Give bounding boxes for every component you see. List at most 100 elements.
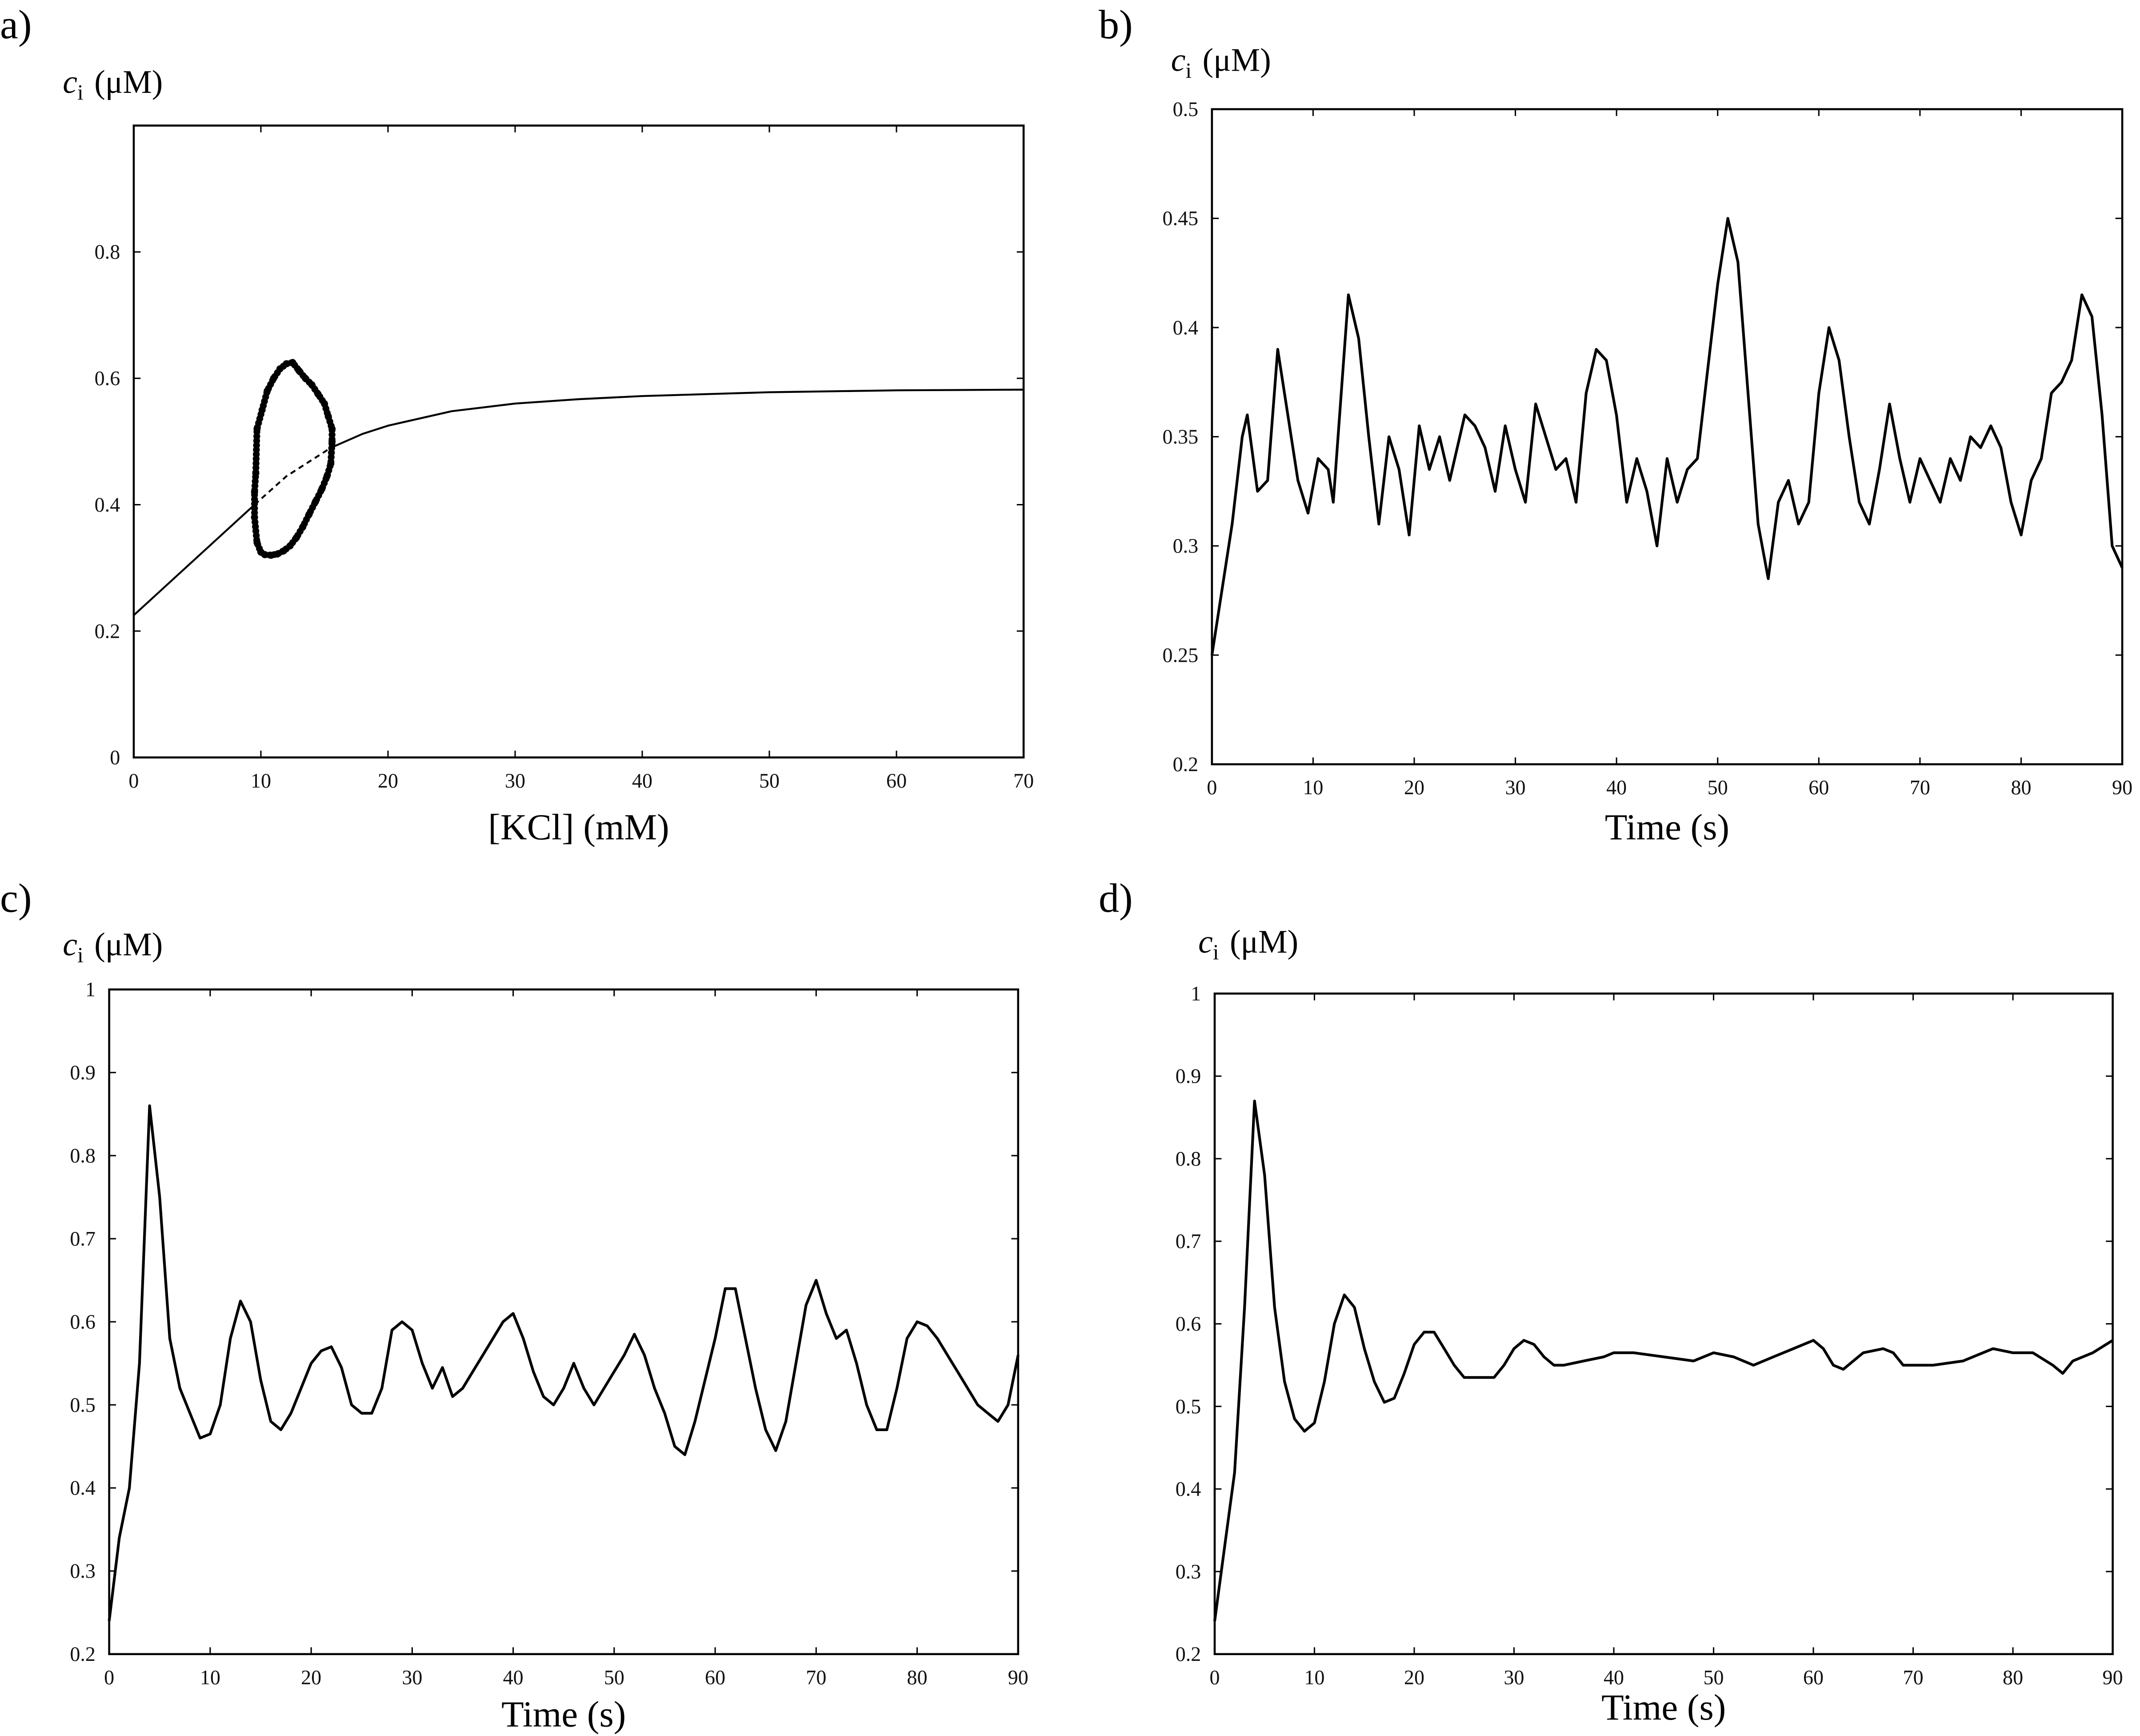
- x-axis-label: Time (s): [1605, 807, 1729, 848]
- y-tick-label: 0.3: [1173, 535, 1199, 557]
- data-series-line: [1210, 217, 2124, 656]
- x-tick-label: 60: [1803, 1666, 1824, 1688]
- limit-cycle-point: [312, 498, 319, 505]
- x-tick-label: 40: [503, 1666, 524, 1688]
- y-label-variable: c: [63, 64, 77, 100]
- x-tick-label: 0: [1209, 1666, 1220, 1688]
- panel-b: b) ci (μM) Time (s) 0 10 20 30 40 50 60 70 80 90 0.2 0.…: [1099, 2, 2132, 848]
- x-tick-label: 60: [886, 769, 907, 792]
- limit-cycle-point: [286, 542, 294, 549]
- y-tick-label: 0.3: [1176, 1560, 1201, 1583]
- x-axis-label: Time (s): [1601, 1687, 1726, 1728]
- x-tick-label: 90: [2103, 1666, 2123, 1688]
- y-tick-label: 0.8: [70, 1144, 96, 1167]
- limit-cycle-point: [328, 438, 336, 445]
- y-tick-label: 0.2: [70, 1643, 96, 1665]
- y-label-subscript: i: [1185, 58, 1192, 83]
- x-tick-label: 20: [1404, 776, 1424, 799]
- limit-cycle-point: [327, 460, 335, 468]
- y-tick-label: 0.2: [1173, 753, 1199, 776]
- x-tick-label: 10: [251, 769, 271, 792]
- limit-cycle-point: [305, 510, 313, 518]
- limit-cycle-point: [252, 469, 260, 477]
- plot-frame: [108, 988, 1020, 1656]
- x-tick-label: 40: [632, 769, 652, 792]
- x-tick-label: 20: [301, 1666, 321, 1688]
- limit-cycle-point: [270, 375, 277, 382]
- x-tick-label: 40: [1604, 1666, 1624, 1688]
- x-tick-label: 20: [1404, 1666, 1424, 1688]
- limit-cycle-point: [276, 365, 284, 372]
- panel-label: a): [0, 2, 32, 47]
- limit-cycle-point: [293, 534, 300, 541]
- limit-cycle-point: [289, 359, 296, 366]
- x-tick-label: 40: [1606, 776, 1627, 799]
- data-series-line: [1213, 1100, 2114, 1621]
- data-series-line: [254, 447, 332, 506]
- y-tick-label: 0.25: [1163, 644, 1199, 666]
- y-tick-label: 0.8: [95, 240, 120, 263]
- y-axis-label: ci (μM): [1198, 923, 1298, 964]
- limit-cycle-point: [264, 387, 271, 395]
- y-tick-label: 0.45: [1163, 207, 1199, 230]
- data-series-line: [330, 388, 1024, 449]
- y-axis-label: ci (μM): [63, 64, 163, 104]
- y-tick-label: 1: [85, 978, 96, 1001]
- y-tick-label: 0.5: [70, 1393, 96, 1416]
- y-tick-label: 0.9: [1176, 1065, 1201, 1088]
- limit-cycle-point: [258, 406, 266, 414]
- x-tick-label: 0: [104, 1666, 114, 1688]
- limit-cycle-point: [324, 412, 332, 420]
- y-tick-label: 0.5: [1173, 98, 1199, 120]
- panel-d: d) ci (μM) Time (s) 0 10 20 30 40 50 60 70 80 90 0.2 0.…: [1099, 875, 2123, 1728]
- y-label-variable: c: [63, 926, 77, 963]
- x-tick-label: 70: [1013, 769, 1034, 792]
- limit-cycle-point: [274, 550, 281, 558]
- y-label-unit: (μM): [94, 64, 163, 100]
- x-tick-label: 70: [1910, 776, 1930, 799]
- y-label-variable: c: [1171, 42, 1186, 78]
- y-tick-label: 0.4: [1176, 1478, 1201, 1500]
- x-tick-label: 10: [200, 1666, 220, 1688]
- y-label-subscript: i: [77, 943, 84, 967]
- x-tick-label: 20: [378, 769, 398, 792]
- y-tick-label: 0.9: [70, 1061, 96, 1084]
- y-tick-label: 0.2: [95, 620, 120, 642]
- y-tick-label: 0.2: [1176, 1643, 1201, 1665]
- limit-cycle-point: [295, 367, 303, 375]
- y-label-variable: c: [1198, 923, 1213, 960]
- x-tick-label: 10: [1304, 1666, 1324, 1688]
- y-label-unit: (μM): [1230, 923, 1298, 960]
- x-tick-label: 0: [128, 769, 139, 792]
- panel-c: c) ci (μM) Time (s) 0 10 20 30 40 50 60 70 80 90 0.2 0.…: [0, 875, 1028, 1734]
- x-axis-label: [KCl] (mM): [488, 807, 669, 848]
- x-tick-label: 80: [2003, 1666, 2023, 1688]
- x-tick-label: 80: [907, 1666, 928, 1688]
- limit-cycle-point: [251, 514, 258, 521]
- y-tick-label: 0.5: [1176, 1395, 1201, 1418]
- y-tick-label: 0.7: [1176, 1230, 1201, 1252]
- x-tick-label: 30: [1505, 776, 1526, 799]
- y-tick-label: 0.6: [70, 1310, 96, 1333]
- limit-cycle-point: [320, 400, 328, 408]
- x-tick-label: 50: [1708, 776, 1728, 799]
- y-tick-label: 0.8: [1176, 1147, 1201, 1170]
- y-tick-label: 1: [1191, 982, 1201, 1005]
- x-tick-label: 10: [1303, 776, 1323, 799]
- limit-cycle-point: [323, 472, 331, 480]
- y-label-unit: (μM): [94, 926, 163, 963]
- limit-cycle-point: [253, 539, 261, 546]
- y-tick-label: 0.4: [95, 493, 120, 516]
- y-axis-label: ci (μM): [1171, 42, 1271, 83]
- x-tick-label: 30: [402, 1666, 422, 1688]
- y-label-unit: (μM): [1203, 42, 1271, 78]
- limit-cycle-point: [257, 548, 264, 556]
- limit-cycle-point: [283, 360, 290, 368]
- x-tick-label: 30: [505, 769, 525, 792]
- y-tick-label: 0.7: [70, 1227, 96, 1250]
- x-tick-label: 80: [2011, 776, 2031, 799]
- x-tick-label: 50: [604, 1666, 624, 1688]
- x-tick-label: 90: [1008, 1666, 1028, 1688]
- data-series-line: [108, 1104, 1020, 1621]
- panel-label: c): [0, 875, 32, 920]
